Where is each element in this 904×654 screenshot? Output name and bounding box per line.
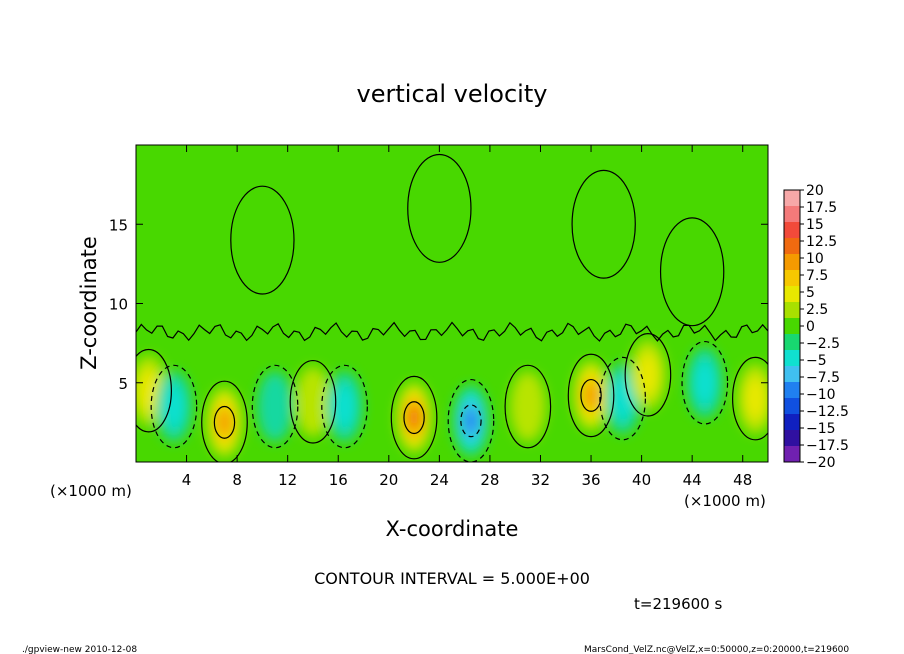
colorbar-label-3: 12.5 [806,234,837,250]
contour-12 [681,340,729,425]
colorbar-label-8: 0 [806,319,815,335]
field-cell-11-1 [637,353,659,397]
colorbar-swatch-12 [784,382,800,399]
x-tick-label-4: 4 [182,471,192,489]
contour-upper-0 [230,185,295,295]
field-cell-3-0 [257,371,293,442]
field-cell-6-4 [409,407,420,428]
contour-inner-2 [213,405,236,439]
field-background [136,145,768,462]
contour-11 [624,333,672,417]
x-tick-label-40: 40 [632,471,651,489]
field-cell-0-1 [137,369,160,413]
colorbar-label-10: −5 [806,353,827,369]
colorbar: 2017.51512.5107.552.50−2.5−5−7.5−10−12.5… [783,183,849,471]
field-cell-2-3 [218,410,231,435]
contour-10 [599,356,646,441]
y-axis-label: Z-coordinate [77,236,101,370]
contour-inner-9 [580,378,602,412]
contour-interval: CONTOUR INTERVAL = 5.000E+00 [314,569,590,588]
colorbar-label-1: 17.5 [806,200,837,216]
x-tick-label-16: 16 [329,471,348,489]
field-cell-10-1 [611,377,634,421]
contour-7 [447,378,495,462]
colorbar-swatch-10 [784,350,800,367]
field-cell-4-0 [295,366,331,437]
colorbar-swatch-14 [784,414,800,431]
colorbar-label-12: −10 [806,387,836,403]
x-tick-label-24: 24 [430,471,449,489]
colorbar-label-13: −12.5 [806,404,849,420]
field-cell-8-0 [510,371,546,442]
x-axis-label: X-coordinate [386,517,519,541]
colorbar-swatch-3 [784,238,800,255]
contour-upper-3 [659,217,725,327]
contour-inner-7 [460,404,482,438]
x-tick-label-20: 20 [379,471,398,489]
colorbar-label-7: 2.5 [806,302,828,318]
colorbar-label-4: 10 [806,251,824,267]
footer-left: ./gpview-new 2010-12-08 [22,645,137,654]
colorbar-swatch-5 [784,270,800,287]
x-unit-right: (×1000 m) [684,492,766,510]
colorbar-swatch-13 [784,398,800,415]
colorbar-label-0: 20 [806,183,824,199]
contour-0 [136,348,172,433]
y-tick-label-10: 10 [109,296,128,314]
x-tick-label-32: 32 [531,471,550,489]
x-tick-label-8: 8 [232,471,242,489]
colorbar-label-5: 7.5 [806,268,828,284]
colorbar-label-9: −2.5 [806,336,840,352]
field-cell-7-3 [464,408,478,433]
contour-inner-6 [403,401,425,435]
colorbar-label-6: 5 [806,285,815,301]
colorbar-swatch-11 [784,366,800,383]
x-tick-label-44: 44 [683,471,702,489]
colorbar-label-15: −17.5 [806,438,849,454]
colorbar-swatch-4 [784,254,800,271]
field-cell-13-1 [744,377,767,421]
x-unit-left: (×1000 m) [50,482,132,500]
contour-13 [732,356,768,441]
contour-3 [251,364,299,449]
x-tick-label-48: 48 [733,471,752,489]
contour-6 [390,375,438,460]
time-label: t=219600 s [634,595,722,613]
field-cell-9-3 [584,383,598,408]
field-cell-12-1 [693,361,716,405]
y-tick-label-5: 5 [118,375,128,393]
chart-title: vertical velocity [357,80,548,108]
colorbar-swatch-15 [784,430,800,447]
colorbar-swatch-9 [784,334,800,351]
colorbar-swatch-8 [784,318,800,335]
contour-5 [321,364,368,449]
contour-band [136,321,768,342]
colorbar-label-16: −20 [806,455,836,471]
colorbar-swatch-6 [784,286,800,303]
y-tick-label-15: 15 [109,216,128,234]
contour-9 [567,353,615,438]
contour-2 [201,380,248,462]
colorbar-label-14: −15 [806,421,836,437]
colorbar-swatch-2 [784,222,800,239]
contour-8 [504,364,552,449]
colorbar-label-2: 15 [806,217,824,233]
contour-4 [289,359,337,444]
plot-field [136,145,768,462]
x-tick-label-12: 12 [278,471,297,489]
field-cell-5-1 [333,385,356,428]
colorbar-swatch-16 [784,446,800,463]
contour-upper-1 [407,153,472,263]
colorbar-swatch-0 [784,190,800,207]
colorbar-swatch-7 [784,302,800,319]
colorbar-label-11: −7.5 [806,370,840,386]
contour-1 [150,364,198,449]
footer-right: MarsCond_VelZ.nc@VelZ,x=0:50000,z=0:2000… [584,645,849,654]
field-cell-1-1 [163,385,185,428]
x-tick-label-28: 28 [480,471,499,489]
x-tick-label-36: 36 [581,471,600,489]
contour-upper-2 [571,169,636,279]
colorbar-swatch-1 [784,206,800,223]
